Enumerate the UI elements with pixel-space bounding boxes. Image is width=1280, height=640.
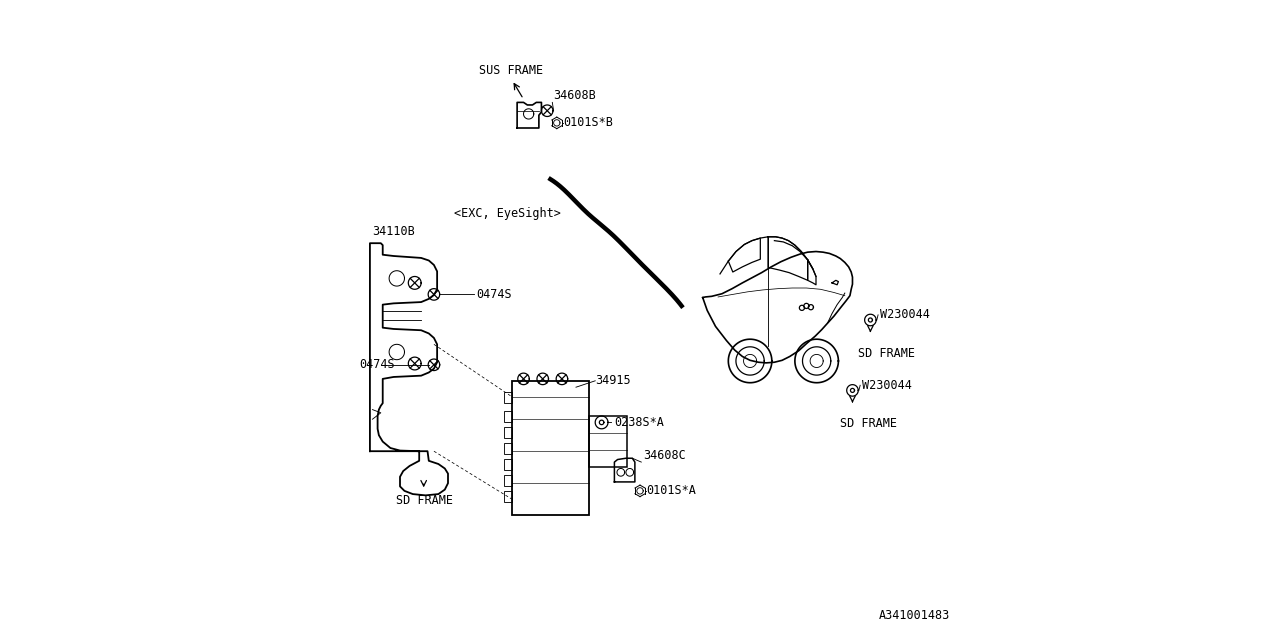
Bar (504, 392, 512, 403)
Text: 0101S*A: 0101S*A (646, 484, 696, 497)
Bar (504, 411, 512, 422)
Bar (504, 459, 512, 470)
Text: 34110B: 34110B (372, 225, 415, 238)
Text: SD FRAME: SD FRAME (858, 347, 915, 360)
Text: 34608C: 34608C (644, 449, 686, 462)
Text: 0474S: 0474S (476, 288, 512, 301)
Text: W230044: W230044 (881, 308, 929, 321)
Bar (504, 491, 512, 502)
Text: 34915: 34915 (595, 374, 631, 387)
Text: <EXC, EyeSight>: <EXC, EyeSight> (454, 207, 561, 220)
Bar (504, 427, 512, 438)
Text: SD FRAME: SD FRAME (396, 494, 453, 507)
Text: 0101S*B: 0101S*B (563, 116, 613, 129)
Text: 34608B: 34608B (554, 90, 596, 102)
Bar (512, 381, 589, 515)
Bar (504, 443, 512, 454)
Text: SUS FRAME: SUS FRAME (479, 64, 543, 77)
Text: A341001483: A341001483 (879, 609, 950, 622)
Bar (589, 416, 627, 467)
Text: 0238S*A: 0238S*A (614, 416, 664, 429)
Text: 0474S: 0474S (360, 358, 396, 371)
Text: W230044: W230044 (863, 379, 911, 392)
Text: SD FRAME: SD FRAME (840, 417, 897, 430)
Bar (504, 475, 512, 486)
